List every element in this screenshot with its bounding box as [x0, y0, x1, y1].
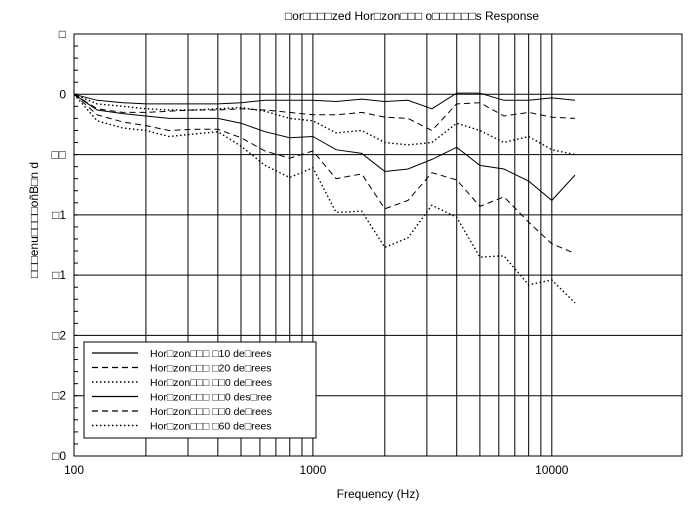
series-line-4	[73, 93, 576, 202]
chart-title: □or□□□□zed Hor□zon□□□ o□□□□□□s Response	[285, 9, 539, 23]
series-line-6	[73, 93, 576, 304]
x-tick-label: 100	[64, 463, 84, 477]
legend-label: Hor□zon□□□ □□0 des□ree	[150, 392, 272, 404]
x-axis-label: Frequency (Hz)	[337, 487, 420, 501]
legend-label: Hor□zon□□□ □□0 de□rees	[150, 377, 272, 389]
legend-label: Hor□zon□□□ □10 de□rees	[150, 348, 272, 360]
y-axis-label: □□□enu□□□□oñB□n d	[27, 162, 41, 278]
series-line-2	[73, 93, 576, 132]
series-lines	[73, 92, 576, 304]
x-tick-label: 1000	[300, 463, 327, 477]
y-tick-labels: □0□□□1□1□2□2□0	[52, 27, 67, 463]
y-tick-label: □0	[52, 449, 66, 463]
legend-label: Hor□zon□□□ □□0 de□rees	[150, 406, 272, 418]
y-tick-label: □□	[52, 148, 67, 162]
legend-box	[83, 341, 317, 439]
y-tick-label: □	[59, 27, 66, 41]
series-line-1	[73, 92, 576, 110]
x-tick-label: 10000	[535, 463, 569, 477]
y-tick-label: 0	[59, 87, 66, 101]
x-tick-labels: 100 1000 10000	[64, 463, 569, 477]
series-line-3	[73, 93, 576, 156]
y-tick-label: □2	[52, 328, 66, 342]
y-tick-label: □1	[52, 208, 66, 222]
minor-ticks	[74, 33, 78, 457]
y-tick-label: □1	[52, 268, 66, 282]
legend-label: Hor□zon□□□ □20 de□rees	[150, 363, 272, 375]
legend: Hor□zon□□□ □10 de□rees Hor□zon□□□ □20 de□…	[83, 341, 317, 439]
legend-label: Hor□zon□□□ □60 de□rees	[150, 421, 272, 433]
y-tick-label: □2	[52, 389, 66, 403]
series-line-5	[73, 93, 576, 254]
